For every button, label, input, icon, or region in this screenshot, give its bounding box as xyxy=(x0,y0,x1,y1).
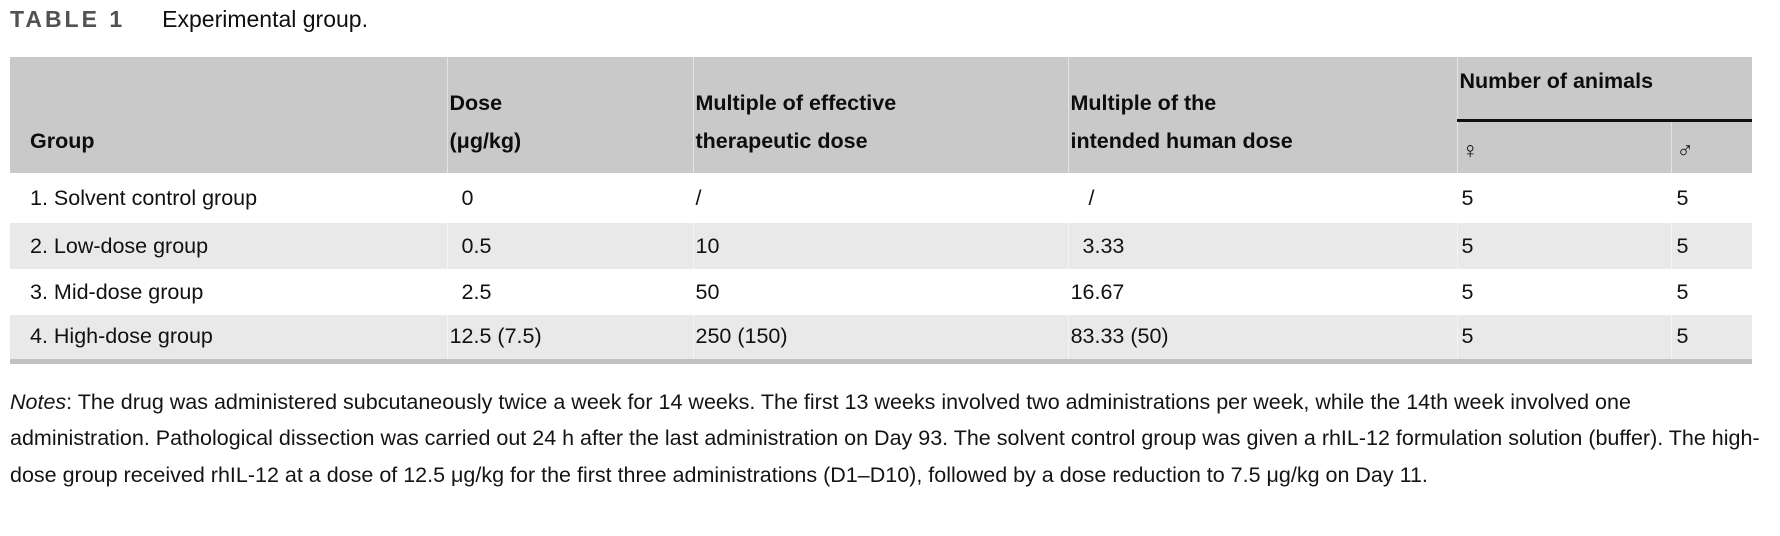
value-integer-part: 2 xyxy=(461,279,474,304)
value-integer-part: 12 xyxy=(449,324,474,349)
col-header-number-of-animals: Number of animals xyxy=(1456,57,1753,122)
col-header-dose: Dose (μg/kg) xyxy=(446,57,693,173)
value-integer-part: 16 xyxy=(1070,279,1095,304)
male-icon: ♂ xyxy=(1676,137,1694,163)
value-fraction-part: .5 xyxy=(473,279,492,304)
table-header: Group Dose (μg/kg) Multiple of effective… xyxy=(10,57,1753,173)
table-row: 3. Mid-dose group 2.5 50 16.67 5 5 xyxy=(10,269,1753,315)
cell-multiple-effective: 50 xyxy=(692,269,1068,315)
col-header-group: Group xyxy=(10,57,447,173)
table-row: 1. Solvent control group 0 / / 5 5 xyxy=(10,173,1753,223)
notes-label: Notes xyxy=(10,389,67,414)
col-header-multiple-effective: Multiple of effective therapeutic dose xyxy=(692,57,1068,173)
value-integer-part: / xyxy=(1088,185,1095,210)
cell-multiple-effective: 10 xyxy=(692,223,1068,269)
col-header-number-of-animals-label: Number of animals xyxy=(1459,69,1654,93)
notes-text: : The drug was administered subcutaneous… xyxy=(10,389,1760,488)
value-fraction-part: .33 (50) xyxy=(1094,324,1169,349)
table-notes: Notes: The drug was administered subcuta… xyxy=(10,384,1766,494)
paper-table-figure: TABLE 1 Experimental group. Group Dose (… xyxy=(10,6,1780,494)
value-integer-part: 83 xyxy=(1070,324,1095,349)
cell-multiple-human: 83.33 (50) xyxy=(1067,315,1457,364)
col-header-multiple-effective-line2: therapeutic dose xyxy=(695,129,868,153)
value-integer-part: 3 xyxy=(1082,233,1095,258)
cell-dose: 12.5 (7.5) xyxy=(446,315,693,364)
cell-multiple-human: 16.67 xyxy=(1067,269,1457,315)
cell-group: 3. Mid-dose group xyxy=(10,269,447,315)
col-header-dose-line2: (μg/kg) xyxy=(449,129,522,153)
table-number-label: TABLE 1 xyxy=(10,6,126,32)
value-fraction-part: .5 xyxy=(473,233,492,258)
col-header-group-label: Group xyxy=(30,129,95,153)
cell-male-count: 5 xyxy=(1670,223,1753,269)
col-header-dose-line1: Dose xyxy=(449,91,503,115)
female-icon: ♀ xyxy=(1461,137,1479,163)
cell-female-count: 5 xyxy=(1456,173,1671,223)
cell-female-count: 5 xyxy=(1456,269,1671,315)
cell-multiple-human: 3.33 xyxy=(1067,223,1457,269)
value-integer-part: 0 xyxy=(461,185,474,210)
table-row: 4. High-dose group 12.5 (7.5) 250 (150) 83.… xyxy=(10,315,1753,364)
experimental-group-table: Group Dose (μg/kg) Multiple of effective… xyxy=(10,57,1753,364)
cell-group: 2. Low-dose group xyxy=(10,223,447,269)
value-fraction-part: .33 xyxy=(1094,233,1125,258)
cell-male-count: 5 xyxy=(1670,315,1753,364)
table-row: 2. Low-dose group 0.5 10 3.33 5 5 xyxy=(10,223,1753,269)
header-row-1: Group Dose (μg/kg) Multiple of effective… xyxy=(10,57,1753,173)
header-row-2: ♀ ♂ xyxy=(10,120,1753,173)
col-header-female: ♀ xyxy=(1456,120,1671,173)
col-header-multiple-human-line1: Multiple of the xyxy=(1070,91,1217,115)
table-title: TABLE 1 Experimental group. xyxy=(10,6,1780,46)
table-body: 1. Solvent control group 0//5 5 2. Low-dose… xyxy=(10,173,1753,364)
cell-multiple-effective: / xyxy=(692,173,1068,223)
cell-dose: 0 xyxy=(446,173,693,223)
col-header-multiple-human-line2: intended human dose xyxy=(1070,129,1293,153)
cell-dose: 2.5 xyxy=(446,269,693,315)
cell-female-count: 5 xyxy=(1456,223,1671,269)
col-header-multiple-effective-line1: Multiple of effective xyxy=(695,91,897,115)
table-caption: Experimental group. xyxy=(162,6,368,32)
cell-group: 4. High-dose group xyxy=(10,315,447,364)
col-header-male: ♂ xyxy=(1670,120,1753,173)
cell-multiple-human: / xyxy=(1067,173,1457,223)
value-integer-part: 0 xyxy=(461,233,474,258)
cell-male-count: 5 xyxy=(1670,173,1753,223)
value-fraction-part: .5 (7.5) xyxy=(473,324,542,349)
cell-male-count: 5 xyxy=(1670,269,1753,315)
col-header-multiple-human: Multiple of the intended human dose xyxy=(1067,57,1457,173)
cell-female-count: 5 xyxy=(1456,315,1671,364)
cell-dose: 0.5 xyxy=(446,223,693,269)
cell-multiple-effective: 250 (150) xyxy=(692,315,1068,364)
cell-group: 1. Solvent control group xyxy=(10,173,447,223)
value-fraction-part: .67 xyxy=(1094,279,1125,304)
